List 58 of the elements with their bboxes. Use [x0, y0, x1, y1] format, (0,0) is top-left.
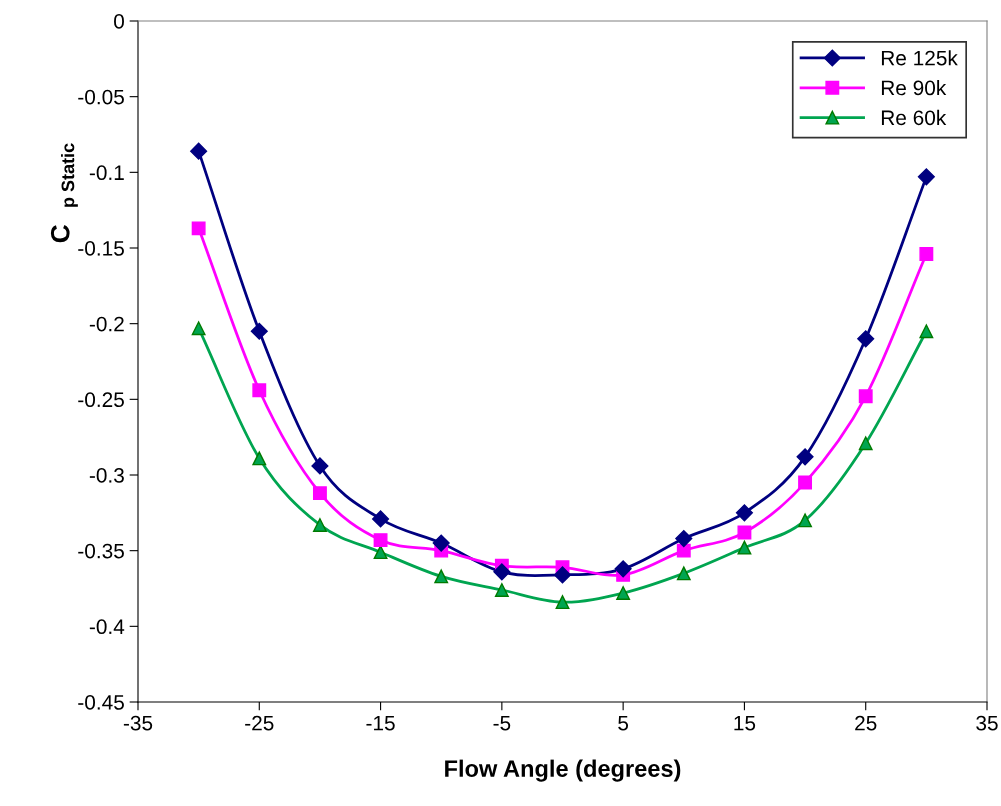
y-tick-label: -0.15 [78, 241, 124, 256]
point [312, 517, 327, 532]
point [737, 540, 752, 555]
x-tick-label: 35 [976, 715, 998, 731]
point [191, 221, 206, 236]
x-tick-label: 5 [618, 715, 629, 731]
point [616, 586, 631, 600]
point [311, 457, 329, 475]
point [372, 510, 390, 528]
point [676, 566, 691, 581]
point [252, 451, 267, 466]
point [917, 168, 935, 186]
y-tick-label: -0.05 [78, 89, 124, 105]
y-tick-label: -0.35 [78, 543, 124, 559]
x-tick-label: 15 [734, 715, 756, 731]
x-tick-label: 25 [855, 715, 877, 731]
legend-label: Re 60k [881, 109, 947, 126]
point [191, 321, 206, 336]
legend-label: Re 90k [881, 80, 947, 96]
point [555, 595, 570, 610]
point [312, 486, 327, 501]
point [919, 247, 934, 261]
legend-label: Re 125k [881, 50, 958, 66]
y-tick-label: -0.1 [89, 165, 124, 181]
x-tick-label: -5 [493, 715, 511, 731]
point [493, 563, 511, 581]
point [434, 569, 449, 584]
point [553, 566, 572, 584]
y-tick-label: -0.45 [78, 695, 124, 710]
point [675, 530, 693, 548]
point [919, 324, 934, 339]
point [858, 389, 873, 404]
point [798, 475, 813, 490]
point [735, 504, 753, 522]
point [737, 525, 752, 540]
point [798, 513, 813, 528]
point [373, 545, 388, 560]
point [432, 534, 450, 552]
y-tick-label: 0 [114, 14, 124, 29]
point [494, 583, 509, 597]
y-tick-label: -0.25 [78, 392, 124, 408]
point [858, 436, 873, 451]
y-tick-label: -0.2 [89, 316, 124, 332]
y-axis-title: Cp Static [50, 143, 78, 243]
point [373, 533, 388, 548]
x-tick-label: -25 [245, 715, 274, 731]
point [676, 543, 691, 558]
point [252, 383, 267, 398]
x-axis-title: Flow Angle (degrees) [445, 759, 681, 782]
x-tick-label: -15 [366, 715, 395, 731]
point [857, 330, 875, 348]
point [614, 560, 632, 578]
point [796, 448, 814, 466]
point [250, 322, 268, 340]
y-tick-label: -0.4 [89, 619, 125, 635]
x-tick-label: -35 [123, 715, 153, 731]
point [190, 142, 208, 160]
y-tick-label: -0.3 [89, 468, 124, 483]
